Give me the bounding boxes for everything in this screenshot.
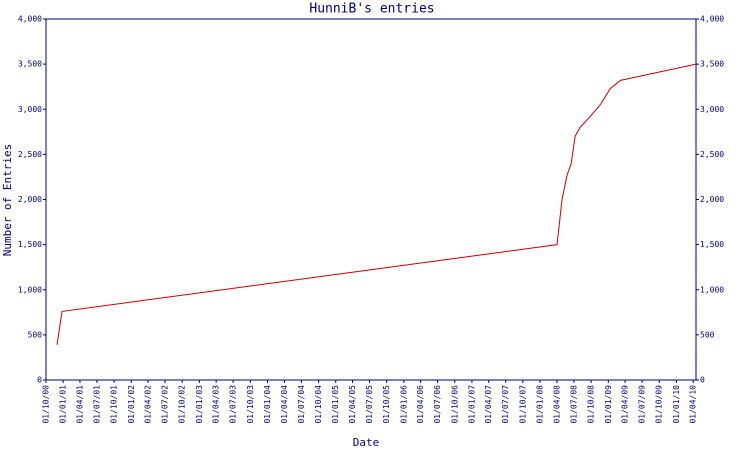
x-tick-label: 01/04/06 (416, 385, 425, 424)
y-tick-label: 2,000 (18, 195, 42, 204)
y2-tick-label: 2,000 (700, 195, 724, 204)
x-tick-label: 01/07/09 (638, 385, 647, 424)
x-tick-label: 01/07/07 (501, 385, 510, 424)
x-tick-label: 01/04/07 (484, 385, 493, 424)
x-tick-label: 01/10/00 (42, 385, 51, 424)
x-tick-label: 01/01/09 (604, 385, 613, 424)
x-tick-label: 01/04/05 (348, 385, 357, 424)
plot-frame (45, 18, 697, 381)
x-tick-label: 01/04/08 (553, 385, 562, 424)
y2-tick-label: 3,000 (700, 105, 724, 114)
x-tick-label: 01/07/06 (433, 385, 442, 424)
x-axis-label: Date (353, 436, 380, 449)
y-tick-label: 3,000 (18, 105, 42, 114)
chart-title: HunniB's entries (309, 2, 434, 17)
x-tick-label: 01/01/06 (399, 385, 408, 424)
x-tick-label: 01/01/07 (467, 385, 476, 424)
y-tick-label: 0 (37, 376, 42, 385)
x-tick-label: 01/07/08 (569, 385, 578, 424)
x-tick-label: 01/01/03 (195, 385, 204, 424)
y2-tick-label: 1,000 (700, 285, 724, 294)
data-line (56, 63, 697, 345)
x-tick-label: 01/04/10 (689, 385, 698, 424)
x-tick-label: 01/10/04 (314, 385, 323, 424)
x-tick-label: 01/01/01 (59, 385, 68, 424)
y-tick-label: 2,500 (18, 150, 42, 159)
x-tick-label: 01/04/01 (75, 385, 84, 424)
x-tick-label: 01/10/03 (246, 385, 255, 424)
x-tick-label: 01/10/02 (178, 385, 187, 424)
x-tick-label: 01/07/01 (92, 385, 101, 424)
x-tick-label: 01/07/02 (161, 385, 170, 424)
y-tick-label: 4,000 (18, 15, 42, 24)
x-tick-label: 01/07/04 (297, 385, 306, 424)
x-tick-label: 01/10/08 (587, 385, 596, 424)
x-tick-label: 01/01/10 (672, 385, 681, 424)
x-tick-label: 01/10/07 (518, 385, 527, 424)
x-tick-label: 01/07/03 (229, 385, 238, 424)
x-tick-label: 01/01/05 (331, 385, 340, 424)
x-tick-label: 01/07/05 (365, 385, 374, 424)
y-tick-label: 1,000 (18, 285, 42, 294)
y-axis-label: Number of Entries (1, 144, 14, 257)
x-tick-label: 01/10/01 (110, 385, 119, 424)
y2-tick-label: 3,500 (700, 60, 724, 69)
x-tick-label: 01/04/02 (144, 385, 153, 424)
y-tick-label: 500 (28, 330, 43, 339)
y2-tick-label: 1,500 (700, 240, 724, 249)
y2-tick-label: 4,000 (700, 15, 724, 24)
x-tick-label: 01/10/06 (450, 385, 459, 424)
x-tick-label: 01/10/09 (655, 385, 664, 424)
y2-tick-label: 500 (700, 330, 715, 339)
y-tick-label: 1,500 (18, 240, 42, 249)
y2-tick-label: 0 (700, 376, 705, 385)
x-tick-label: 01/01/02 (127, 385, 136, 424)
x-tick-label: 01/10/05 (382, 385, 391, 424)
y-tick-label: 3,500 (18, 60, 42, 69)
y2-tick-label: 2,500 (700, 150, 724, 159)
x-tick-label: 01/04/04 (280, 385, 289, 424)
x-tick-label: 01/04/03 (212, 385, 221, 424)
x-tick-label: 01/01/04 (263, 385, 272, 424)
x-tick-label: 01/04/09 (621, 385, 630, 424)
x-tick-label: 01/01/08 (536, 385, 545, 424)
